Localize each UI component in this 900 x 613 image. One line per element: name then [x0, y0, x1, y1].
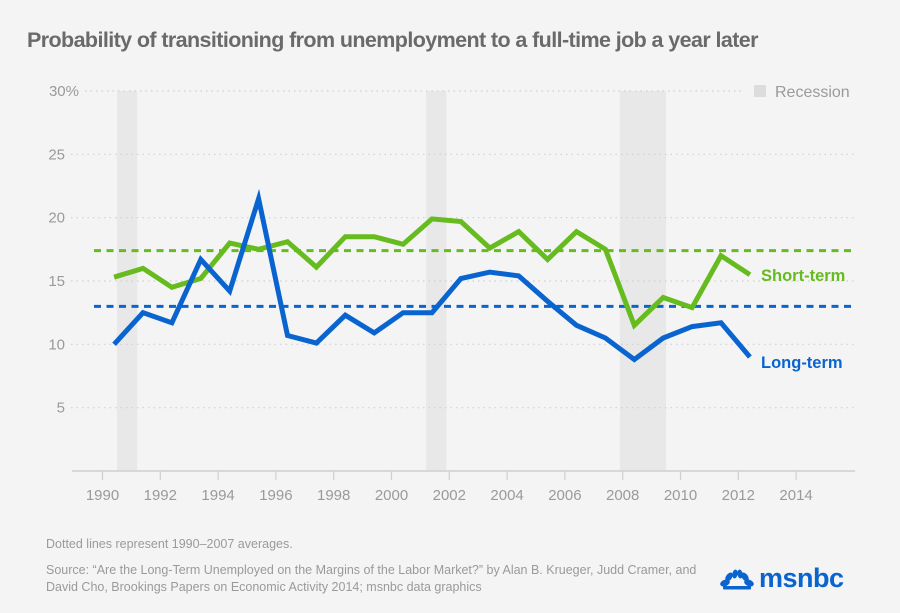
long-term-series-line [112, 188, 752, 363]
source-note: Source: “Are the Long-Term Unemployed on… [46, 563, 697, 594]
x-tick-label: 2000 [375, 487, 408, 504]
series-labels: Short-term Long-term [761, 267, 845, 372]
gridlines: 30% 25 20 15 10 5 [48, 83, 855, 417]
msnbc-logo: msnbc [720, 565, 844, 592]
x-tick-label: 2004 [490, 487, 523, 504]
legend-swatch-recession [754, 85, 766, 97]
long-term-label: Long-term [761, 354, 843, 372]
x-tick-label: 2002 [433, 487, 466, 504]
y-tick-label: 25 [48, 146, 65, 163]
x-axis: 1990 1992 1994 1996 1998 2000 2002 2004 2006 2008… [72, 470, 855, 504]
x-tick-label: 2006 [548, 487, 581, 504]
chart-title: Probability of transitioning from unempl… [27, 28, 758, 52]
x-tick-label: 2014 [779, 487, 812, 504]
logo-text: msnbc [759, 563, 844, 593]
y-tick-label: 5 [57, 400, 65, 417]
x-tick-label: 1996 [259, 487, 292, 504]
x-tick-label: 2010 [664, 487, 697, 504]
y-tick-label: 20 [48, 210, 65, 227]
recession-band-2 [426, 91, 447, 471]
series-lines [112, 188, 752, 363]
x-tick-label: 1998 [317, 487, 350, 504]
peacock-icon [720, 569, 754, 589]
x-tick-label: 2012 [722, 487, 755, 504]
legend: Recession [745, 84, 860, 101]
x-tick-label: 1990 [86, 487, 119, 504]
short-term-series-line [113, 216, 752, 330]
x-tick-label: 1994 [201, 487, 234, 504]
short-term-label: Short-term [761, 267, 845, 285]
x-tick-label: 1992 [144, 487, 177, 504]
footnote: Dotted lines represent 1990–2007 average… [46, 537, 293, 551]
x-tick-label: 2008 [606, 487, 639, 504]
y-tick-label: 30% [49, 83, 79, 100]
legend-background [745, 86, 860, 98]
y-tick-label: 10 [48, 336, 65, 353]
y-tick-label: 15 [48, 273, 65, 290]
legend-label-recession: Recession [775, 84, 850, 101]
average-lines [94, 249, 851, 308]
